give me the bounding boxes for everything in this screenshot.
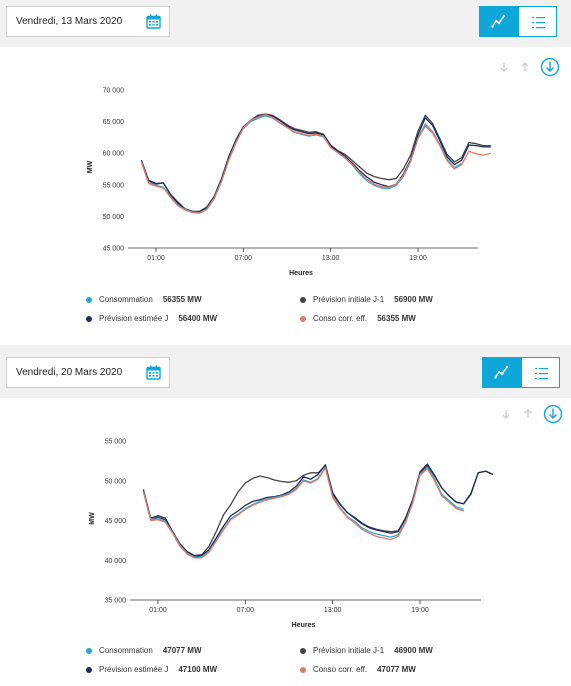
y-tick-label: 55 000	[105, 439, 127, 446]
y-tick-label: 35 000	[105, 598, 127, 605]
legend-conso-corr[interactable]: Conso corr. eff. 56355 MW	[300, 314, 416, 323]
legend-dot	[86, 315, 92, 322]
legend-consommation[interactable]: Consommation 47077 MW	[86, 646, 202, 655]
legend-dot	[86, 296, 92, 303]
arrow-down-icon[interactable]	[500, 63, 508, 72]
series-line-prevision-j[interactable]	[140, 113, 491, 213]
legend-dot	[300, 315, 306, 322]
legend-prevision-j1[interactable]: Prévision initiale J-1 46900 MW	[300, 646, 433, 655]
y-tick-label: 70 000	[103, 88, 125, 95]
series-line-conso-corr[interactable]	[142, 467, 464, 559]
toolbar: Vendredi, 20 Mars 2020	[0, 351, 571, 398]
legend-dot	[300, 296, 306, 303]
list-icon	[535, 368, 548, 380]
consumption-chart-1: 45 000 50 000 55 000 60 000 65 000 70 000 01:0…	[87, 88, 491, 277]
chart-tools	[502, 405, 563, 424]
legend-consommation[interactable]: Consommation 56355 MW	[86, 295, 202, 304]
y-tick-label: 50 000	[105, 478, 127, 485]
table-view-button[interactable]	[521, 357, 560, 388]
toolbar: Vendredi, 13 Mars 2020	[0, 0, 571, 47]
x-axis-label: Heures	[292, 622, 316, 629]
list-icon	[532, 17, 545, 29]
y-tick-label: 45 000	[105, 518, 127, 525]
date-label: Vendredi, 13 Mars 2020	[16, 16, 123, 27]
calendar-icon[interactable]	[146, 365, 161, 380]
chart-tools	[500, 58, 560, 77]
x-tick-label: 19:00	[411, 607, 429, 614]
x-tick-label: 19:00	[409, 255, 427, 262]
table-view-button[interactable]	[518, 6, 557, 37]
legend-dot	[300, 647, 306, 654]
download-icon[interactable]	[543, 405, 563, 424]
calendar-icon[interactable]	[146, 14, 161, 29]
arrow-up-icon[interactable]	[524, 409, 532, 418]
line-chart-icon	[494, 365, 509, 379]
y-tick-label: 40 000	[105, 558, 127, 565]
legend-conso-corr[interactable]: Conso corr. eff. 47077 MW	[300, 665, 416, 674]
x-tick-label: 13:00	[322, 255, 340, 262]
arrow-down-icon[interactable]	[502, 410, 510, 419]
legend-dot	[300, 666, 306, 673]
legend-prevision-j[interactable]: Prévision estimée J 56400 MW	[86, 314, 217, 323]
y-tick-label: 50 000	[103, 214, 125, 221]
arrow-up-icon[interactable]	[521, 62, 529, 71]
y-axis-label: MW	[89, 512, 96, 525]
x-tick-label: 07:00	[235, 255, 253, 262]
consumption-chart-2: 35 000 40 000 45 000 50 000 55 000 01:00 07:00…	[89, 439, 494, 629]
separator	[0, 345, 571, 351]
x-tick-label: 13:00	[324, 607, 342, 614]
legend-prevision-j1[interactable]: Prévision initiale J-1 56900 MW	[300, 295, 433, 304]
legend-prevision-j[interactable]: Prévision estimée J 47100 MW	[86, 665, 217, 674]
date-picker[interactable]: Vendredi, 13 Mars 2020	[6, 6, 170, 37]
download-icon[interactable]	[540, 58, 560, 77]
series-line-prevision-j1[interactable]	[140, 113, 491, 212]
legend-1: Consommation 56355 MW Prévision initiale …	[0, 292, 571, 332]
y-tick-label: 65 000	[103, 119, 125, 126]
y-tick-label: 45 000	[103, 246, 125, 253]
x-axis-label: Heures	[289, 270, 313, 277]
chart-panel-2: Vendredi, 20 Mars 2020	[0, 351, 571, 686]
legend-dot	[86, 647, 92, 654]
chart-panel-1: Vendredi, 13 Mars 2020	[0, 0, 571, 332]
legend-2: Consommation 47077 MW Prévision initiale …	[0, 643, 571, 683]
line-chart-icon	[491, 14, 506, 28]
y-axis-label: MW	[87, 160, 94, 173]
y-tick-label: 55 000	[103, 182, 125, 189]
date-label: Vendredi, 20 Mars 2020	[16, 367, 123, 378]
x-tick-label: 07:00	[237, 607, 255, 614]
legend-dot	[86, 666, 92, 673]
date-picker[interactable]: Vendredi, 20 Mars 2020	[6, 357, 170, 388]
chart-view-button[interactable]	[479, 6, 518, 37]
chart-view-button[interactable]	[482, 357, 521, 388]
series-line-prevision-j[interactable]	[142, 463, 494, 557]
series-line-conso-corr[interactable]	[140, 113, 491, 214]
y-tick-label: 60 000	[103, 151, 125, 158]
x-tick-label: 01:00	[149, 607, 167, 614]
x-tick-label: 01:00	[147, 255, 165, 262]
